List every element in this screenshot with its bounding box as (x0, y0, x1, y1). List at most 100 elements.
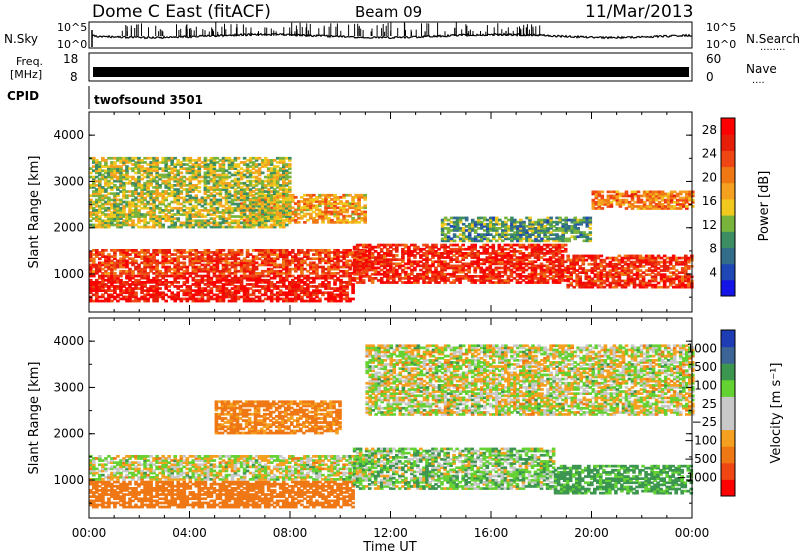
echo-cell (116, 259, 120, 263)
echo-cell (263, 281, 268, 284)
echo-cell (110, 272, 114, 275)
echo-cell (330, 293, 334, 297)
echo-cell (128, 299, 132, 303)
echo-cell (119, 272, 123, 275)
echo-cell (294, 299, 298, 303)
echo-cell (266, 287, 271, 290)
echo-cell (351, 297, 355, 301)
echo-cell (245, 291, 250, 295)
echo-cell (242, 274, 247, 278)
echo-cell (137, 253, 141, 256)
echo-cell (185, 285, 190, 288)
echo-cell (134, 297, 138, 301)
echo-cell (300, 206, 304, 210)
echo-cell (185, 291, 190, 295)
echo-cell (224, 278, 229, 282)
echo-cell (131, 291, 135, 295)
echo-cell (275, 287, 280, 290)
echo-cell (122, 259, 126, 263)
echo-cell (209, 295, 214, 299)
echo-cell (104, 297, 108, 301)
echo-cell (419, 272, 423, 276)
echo-cell (351, 291, 355, 295)
echo-cell (152, 299, 156, 303)
echo-cell (303, 287, 307, 290)
echo-cell (263, 291, 268, 295)
echo-cell (89, 251, 93, 254)
echo-cell (206, 274, 211, 278)
echo-cell (294, 293, 298, 297)
echo-cell (176, 274, 180, 278)
echo-cell (309, 281, 313, 284)
echo-cell (278, 249, 283, 252)
echo-cell (191, 295, 196, 299)
echo-cell (119, 265, 123, 269)
echo-cell (560, 254, 565, 257)
echo-cell (419, 264, 423, 268)
echo-cell (291, 278, 295, 282)
echo-cell (134, 255, 138, 258)
echo-cell (282, 285, 286, 288)
echo-cell (122, 249, 126, 252)
echo-cell (233, 291, 238, 295)
echo-cell (101, 276, 105, 280)
echo-cell (194, 283, 199, 286)
echo-cell (236, 261, 241, 265)
echo-cell (218, 198, 223, 202)
echo-cell (336, 299, 340, 303)
echo-cell (342, 281, 346, 284)
echo-cell (173, 278, 177, 282)
echo-cell (539, 256, 544, 259)
echo-cell (206, 289, 211, 292)
echo-cell (566, 254, 570, 258)
echo-cell (275, 281, 280, 284)
echo-cell (164, 278, 168, 282)
echo-cell (125, 281, 129, 284)
echo-cell (116, 285, 120, 288)
echo-cell (125, 291, 129, 295)
echo-cell (227, 274, 232, 278)
echo-cell (324, 291, 328, 295)
echo-cell (239, 285, 244, 288)
echo-cell (245, 249, 250, 252)
nsearch-label: N.Search (746, 32, 800, 46)
echo-cell (161, 283, 165, 286)
echo-cell (128, 249, 132, 252)
echo-cell (122, 297, 126, 301)
echo-cell (278, 276, 283, 280)
echo-cell (260, 299, 265, 303)
echo-cell (140, 283, 144, 286)
echo-cell (300, 291, 304, 295)
echo-cell (351, 283, 355, 286)
echo-cell (101, 287, 105, 290)
echo-cell (215, 287, 220, 290)
echo-cell (152, 291, 156, 295)
echo-cell (236, 163, 241, 166)
echo-cell (200, 278, 205, 282)
echo-cell (599, 258, 604, 262)
echo-cell (282, 283, 286, 286)
echo-cell (119, 261, 123, 265)
echo-cell (203, 293, 208, 297)
echo-cell (312, 289, 316, 292)
echo-cell (342, 293, 346, 297)
echo-cell (137, 225, 141, 229)
echo-cell (113, 265, 117, 269)
echo-cell (440, 252, 444, 255)
echo-cell (288, 289, 292, 292)
echo-cell (254, 274, 259, 278)
echo-cell (122, 295, 126, 299)
echo-cell (134, 253, 138, 256)
echo-cell (266, 274, 271, 278)
echo-cell (101, 299, 105, 303)
noise-tick-left-top: 10^5 (57, 21, 87, 34)
echo-cell (194, 299, 199, 303)
echo-cell (113, 285, 117, 288)
echo-cell (300, 281, 304, 284)
echo-cell (227, 278, 232, 282)
echo-cell (251, 274, 256, 278)
echo-cell (257, 289, 262, 292)
echo-cell (98, 281, 102, 284)
echo-cell (300, 196, 304, 199)
echo-cell (248, 283, 253, 286)
